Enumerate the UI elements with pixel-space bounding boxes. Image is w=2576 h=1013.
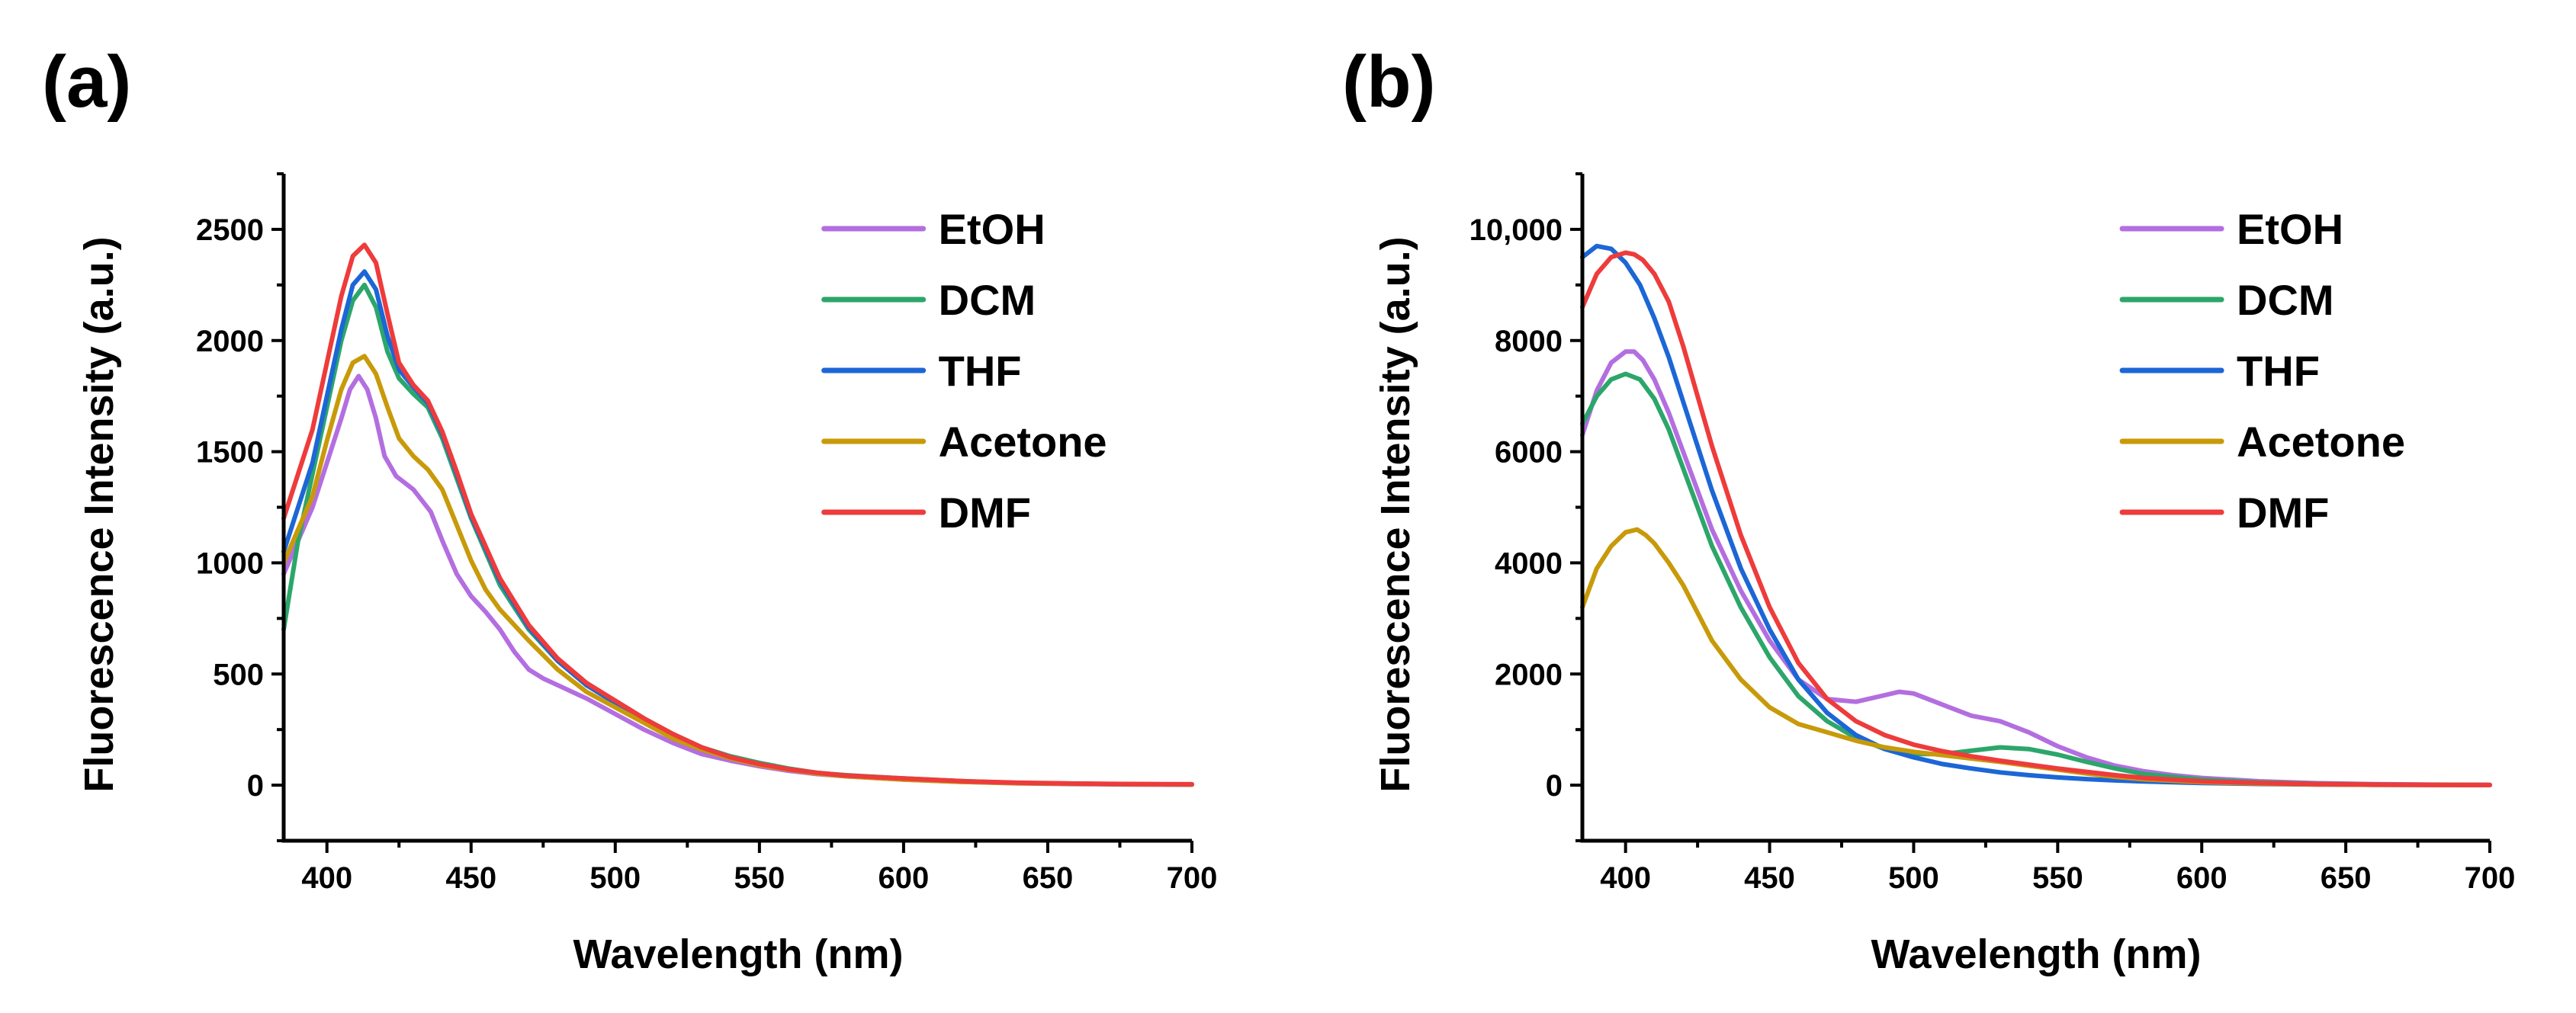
- panel-a-legend-label-dmf: DMF: [939, 489, 1031, 537]
- panel-b-x-tick-label: 550: [2032, 861, 2083, 895]
- panel-b: (b) Fluorescence Intensity (a.u.) Wavele…: [1342, 41, 2515, 977]
- panel-a-y-axis-title: Fluorescence Intensity (a.u.): [76, 236, 122, 792]
- panel-a-x-tick-label: 550: [734, 861, 785, 895]
- panel-a-x-tick-label: 400: [301, 861, 352, 895]
- panel-a-series-dmf: [281, 242, 1194, 787]
- panel-a-label: (a): [42, 41, 131, 123]
- panel-b-y-axis-title: Fluorescence Intensity (a.u.): [1373, 236, 1418, 792]
- panel-b-legend-label-dcm: DCM: [2237, 276, 2334, 324]
- panel-a-x-tick-label: 500: [589, 861, 641, 895]
- panel-a-plot: 400 450 500 550 600 650 700 0 500 1000 1500 2000 250…: [196, 172, 1218, 895]
- panel-b-x-tick-label: 650: [2321, 861, 2372, 895]
- panel-b-legend-label-etoh: EtOH: [2237, 205, 2343, 253]
- panel-b-x-axis-title: Wavelength (nm): [1871, 931, 2201, 977]
- panel-a-series-dcm: [281, 282, 1194, 787]
- panel-a-x-tick-label: 450: [445, 861, 496, 895]
- panel-b-y-tick-label: 6000: [1495, 436, 1563, 470]
- panel-b-series-thf: [1580, 243, 2492, 787]
- panel-b-y-tick-label: 2000: [1495, 658, 1563, 691]
- panel-a-x-tick-label: 650: [1023, 861, 1074, 895]
- panel-b-x-tick-label: 600: [2176, 861, 2228, 895]
- panel-b-label: (b): [1342, 41, 1436, 123]
- panel-a-y-tick-label: 1500: [196, 436, 264, 470]
- panel-b-x-tick-label: 450: [1744, 861, 1795, 895]
- panel-b-legend-label-thf: THF: [2237, 347, 2320, 395]
- panel-b-x-tick-label: 700: [2465, 861, 2516, 895]
- panel-b-y-tick-label: 4000: [1495, 547, 1563, 580]
- panel-b-legend-label-dmf: DMF: [2237, 489, 2329, 537]
- panel-a-y-tick-label: 2000: [196, 325, 264, 358]
- panel-a-legend-label-thf: THF: [939, 347, 1022, 395]
- panel-a-axes: [281, 174, 1192, 843]
- panel-b-plot: 400 450 500 550 600 650 700 0 2000 4000 6000 8000 10…: [1469, 172, 2516, 895]
- panel-b-x-tick-label: 500: [1888, 861, 1939, 895]
- panel-a-x-tick-label: 700: [1167, 861, 1218, 895]
- panel-a-series-thf: [281, 269, 1194, 787]
- panel-a-y-tick-label: 1000: [196, 547, 264, 580]
- panel-b-series-dmf: [1580, 250, 2492, 787]
- panel-b-x-tick-label: 400: [1600, 861, 1651, 895]
- panel-a-x-axis-title: Wavelength (nm): [573, 931, 903, 977]
- panel-a-y-tick-label: 500: [213, 658, 264, 691]
- panel-a-legend-label-etoh: EtOH: [939, 205, 1045, 253]
- panel-b-y-tick-label: 10,000: [1469, 213, 1563, 247]
- panel-b-series-acetone: [1580, 527, 2492, 787]
- panel-b-legend-label-acetone: Acetone: [2237, 418, 2405, 466]
- panel-a: (a) Fluorescence Intensity (a.u.) Wavele…: [42, 41, 1217, 977]
- panel-a-y-tick-label: 0: [247, 769, 264, 803]
- panel-a-y-tick-label: 2500: [196, 213, 264, 247]
- panel-b-y-tick-label: 0: [1546, 769, 1563, 803]
- panel-a-legend-label-dcm: DCM: [939, 276, 1036, 324]
- panel-b-series-etoh: [1580, 349, 2492, 787]
- panel-b-y-tick-label: 8000: [1495, 325, 1563, 358]
- panel-a-legend-label-acetone: Acetone: [939, 418, 1107, 466]
- panel-a-x-tick-label: 600: [878, 861, 930, 895]
